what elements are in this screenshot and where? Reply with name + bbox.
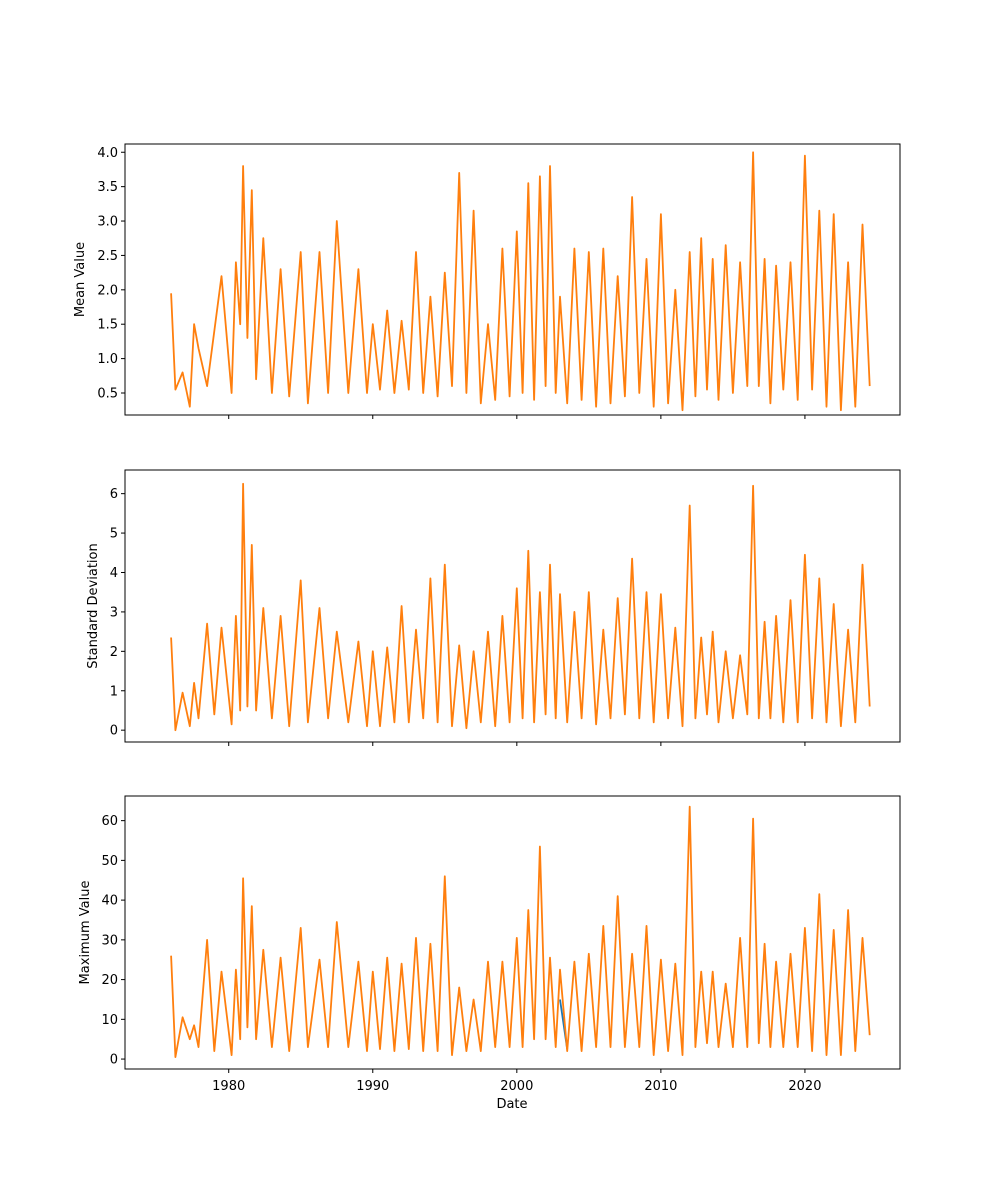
y-tick-label-mean: 4.0 (97, 146, 118, 161)
subplot-std: 0 1 2 3 4 5 6 Standard Deviation (86, 469, 901, 746)
y-axis-mean: 0.5 1.0 1.5 2.0 2.5 3.0 3.5 4.0 (97, 146, 125, 401)
line-layer-mean (170, 151, 871, 412)
x-tick-label: 2010 (644, 1079, 677, 1094)
x-tick-label: 2000 (500, 1079, 533, 1094)
y-axis-label-max: Maximum Value (78, 881, 93, 985)
y-tick-label-max: 30 (101, 933, 118, 948)
frame-std (124, 469, 901, 743)
y-tick-label-mean: 0.5 (97, 386, 118, 401)
y-tick-label-max: 20 (101, 973, 118, 988)
line-layer-std (170, 482, 871, 732)
y-tick-label-max: 10 (101, 1013, 118, 1028)
y-tick-label-mean: 3.0 (97, 215, 118, 230)
y-tick-label-std: 3 (110, 605, 118, 620)
y-tick-label-mean: 2.0 (97, 283, 118, 298)
y-tick-label-std: 2 (110, 645, 118, 660)
y-tick-label-std: 1 (110, 684, 118, 699)
x-axis-std (228, 742, 806, 746)
y-tick-label-max: 50 (101, 854, 118, 869)
y-axis-label-mean: Mean Value (73, 242, 88, 317)
series-line-mean-1 (170, 151, 871, 412)
y-tick-label-std: 5 (110, 527, 118, 542)
y-tick-label-max: 0 (110, 1053, 118, 1068)
y-tick-label-std: 0 (110, 724, 118, 739)
subplot-max: 0 10 20 30 40 50 60 1980 1990 2000 2010 2020 Maxim… (78, 795, 901, 1112)
y-tick-label-std: 4 (110, 566, 118, 581)
y-tick-label-mean: 3.5 (97, 180, 118, 195)
x-axis-label: Date (496, 1097, 527, 1112)
frame-max (124, 795, 901, 1070)
y-tick-label-max: 60 (101, 814, 118, 829)
plot-area-max (125, 796, 900, 1069)
y-tick-label-mean: 1.0 (97, 352, 118, 367)
y-tick-label-max: 40 (101, 894, 118, 909)
line-layer-max (170, 805, 871, 1058)
series-line-std-1 (170, 482, 871, 732)
y-axis-max: 0 10 20 30 40 50 60 (101, 814, 125, 1068)
y-axis-std: 0 1 2 3 4 5 6 (110, 487, 125, 739)
y-tick-label-std: 6 (110, 487, 118, 502)
subplot-mean: 0.5 1.0 1.5 2.0 2.5 3.0 3.5 4.0 Mean Value (73, 143, 901, 419)
y-tick-label-mean: 1.5 (97, 318, 118, 333)
x-tick-label: 2020 (788, 1079, 821, 1094)
frame-mean (124, 143, 901, 416)
x-tick-label: 1990 (356, 1079, 389, 1094)
y-axis-label-std: Standard Deviation (86, 543, 101, 668)
x-axis-max: 1980 1990 2000 2010 2020 (212, 1069, 821, 1094)
y-tick-label-mean: 2.5 (97, 249, 118, 264)
x-tick-label: 1980 (212, 1079, 245, 1094)
x-axis-mean (228, 415, 806, 419)
series-line-max-2 (170, 805, 871, 1058)
